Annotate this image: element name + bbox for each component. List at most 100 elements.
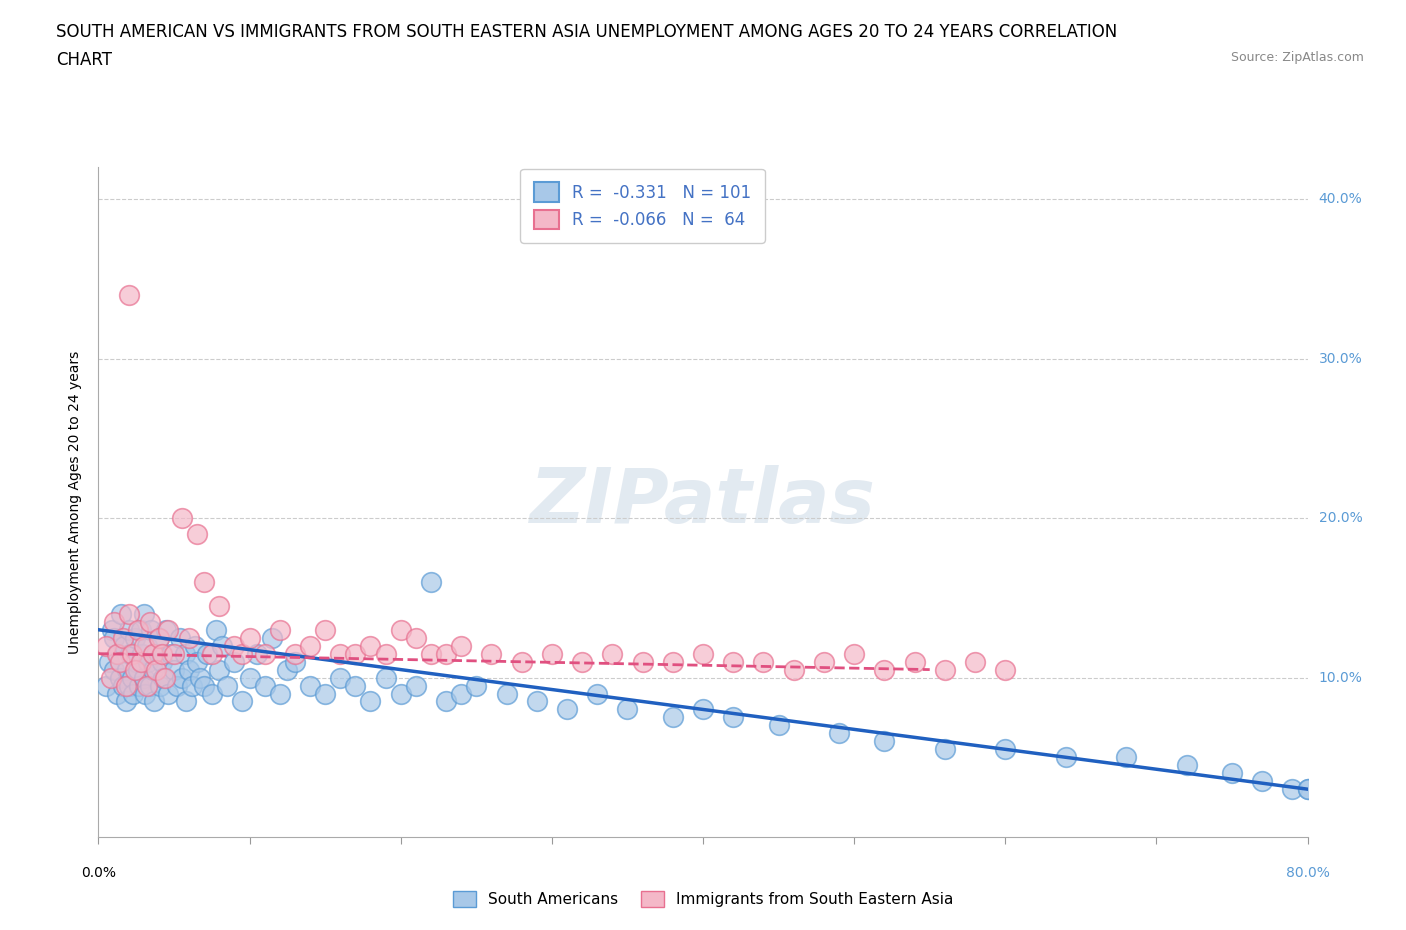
Point xyxy=(692,646,714,661)
Point xyxy=(160,646,183,661)
Point xyxy=(586,686,609,701)
Point xyxy=(132,606,155,621)
Text: 10.0%: 10.0% xyxy=(1319,671,1362,684)
Point xyxy=(156,622,179,637)
Point xyxy=(170,511,193,525)
Point xyxy=(122,686,145,701)
Point xyxy=(94,678,117,693)
Point xyxy=(1115,750,1137,764)
Point xyxy=(118,606,141,621)
Legend: R =  -0.331   N = 101, R =  -0.066   N =  64: R = -0.331 N = 101, R = -0.066 N = 64 xyxy=(520,169,765,243)
Point xyxy=(752,654,775,669)
Point xyxy=(661,710,683,724)
Text: ZIPatlas: ZIPatlas xyxy=(530,465,876,539)
Point xyxy=(156,686,179,701)
Point xyxy=(540,646,562,661)
Text: SOUTH AMERICAN VS IMMIGRANTS FROM SOUTH EASTERN ASIA UNEMPLOYMENT AMONG AGES 20 : SOUTH AMERICAN VS IMMIGRANTS FROM SOUTH … xyxy=(56,23,1118,41)
Point xyxy=(1251,774,1274,789)
Point xyxy=(155,622,177,637)
Point xyxy=(231,694,253,709)
Point xyxy=(262,631,284,645)
Point xyxy=(153,671,176,685)
Point xyxy=(142,646,165,661)
Point xyxy=(389,686,412,701)
Point xyxy=(360,694,382,709)
Point xyxy=(195,646,218,661)
Point xyxy=(105,686,128,701)
Point xyxy=(405,631,427,645)
Point xyxy=(721,710,744,724)
Point xyxy=(193,678,215,693)
Point xyxy=(510,654,533,669)
Point xyxy=(495,686,517,701)
Point xyxy=(111,678,134,693)
Point xyxy=(329,671,352,685)
Point xyxy=(125,654,148,669)
Point xyxy=(904,654,927,669)
Point xyxy=(148,631,170,645)
Point xyxy=(374,646,396,661)
Point xyxy=(139,678,162,693)
Point xyxy=(101,622,124,637)
Point xyxy=(813,654,835,669)
Point xyxy=(148,631,170,645)
Point xyxy=(174,694,197,709)
Point xyxy=(107,646,129,661)
Point xyxy=(173,646,195,661)
Point xyxy=(110,606,132,621)
Point xyxy=(120,646,142,661)
Point xyxy=(405,678,427,693)
Point xyxy=(94,638,117,653)
Point xyxy=(1281,782,1303,797)
Point xyxy=(188,671,211,685)
Point xyxy=(103,615,125,630)
Point xyxy=(103,662,125,677)
Point xyxy=(616,702,638,717)
Point xyxy=(246,646,269,661)
Point xyxy=(118,678,141,693)
Text: 40.0%: 40.0% xyxy=(1319,193,1362,206)
Point xyxy=(994,742,1017,757)
Point xyxy=(360,638,382,653)
Text: CHART: CHART xyxy=(56,51,112,69)
Point xyxy=(873,734,896,749)
Point xyxy=(105,646,128,661)
Point xyxy=(169,631,191,645)
Point xyxy=(127,662,149,677)
Point xyxy=(184,638,207,653)
Point xyxy=(1175,758,1198,773)
Point xyxy=(142,662,165,677)
Point xyxy=(145,662,167,677)
Point xyxy=(465,678,488,693)
Point xyxy=(299,638,322,653)
Point xyxy=(201,646,224,661)
Point xyxy=(934,662,956,677)
Point xyxy=(132,671,155,685)
Point xyxy=(389,622,412,637)
Point xyxy=(118,622,141,637)
Point xyxy=(208,662,231,677)
Point xyxy=(571,654,593,669)
Point xyxy=(163,662,186,677)
Point xyxy=(526,694,548,709)
Point xyxy=(143,694,166,709)
Point xyxy=(253,678,276,693)
Point xyxy=(152,671,174,685)
Point xyxy=(555,702,578,717)
Point xyxy=(661,654,683,669)
Point xyxy=(124,631,146,645)
Point xyxy=(299,678,322,693)
Point xyxy=(201,686,224,701)
Point xyxy=(135,638,157,653)
Point xyxy=(692,702,714,717)
Point xyxy=(224,638,246,653)
Point xyxy=(269,622,291,637)
Point xyxy=(128,678,150,693)
Point xyxy=(139,615,162,630)
Point xyxy=(186,526,208,541)
Point xyxy=(131,646,153,661)
Point xyxy=(170,671,193,685)
Point xyxy=(132,638,155,653)
Point xyxy=(329,646,352,661)
Point xyxy=(114,694,136,709)
